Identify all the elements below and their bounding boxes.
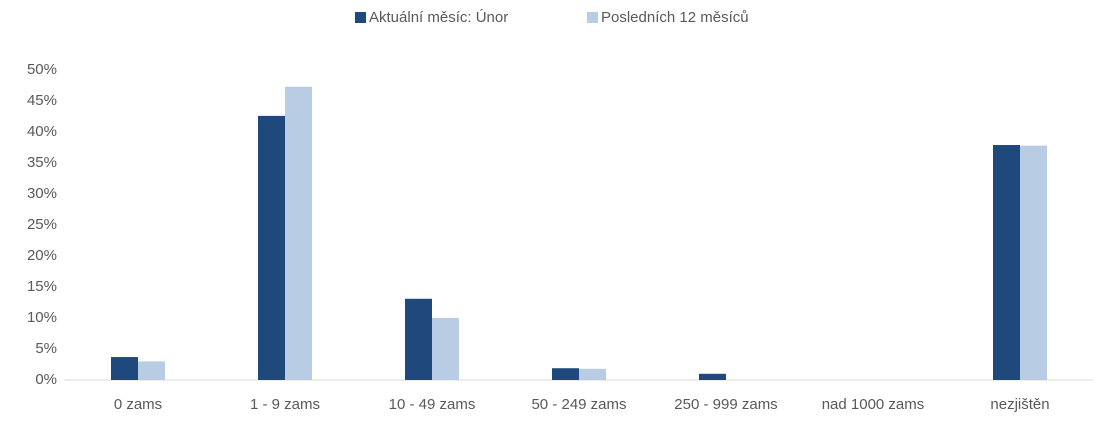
bar — [1020, 145, 1047, 380]
legend-label: Posledních 12 měsíců — [601, 9, 749, 26]
x-tick-label: nad 1000 zams — [822, 396, 925, 413]
legend-swatch — [355, 12, 366, 23]
y-tick-label: 20% — [27, 247, 57, 264]
x-tick-label: 10 - 49 zams — [389, 396, 476, 413]
bar — [405, 298, 432, 380]
x-tick-label: 50 - 249 zams — [531, 396, 626, 413]
bar — [699, 373, 726, 380]
x-tick-label: 0 zams — [114, 396, 162, 413]
y-tick-label: 45% — [27, 92, 57, 109]
x-tick-label: nezjištěn — [990, 396, 1049, 413]
y-tick-label: 35% — [27, 154, 57, 171]
y-tick-label: 40% — [27, 123, 57, 140]
y-tick-label: 25% — [27, 216, 57, 233]
bar — [993, 145, 1020, 380]
bar — [285, 86, 312, 381]
y-tick-label: 50% — [27, 61, 57, 78]
bar — [579, 368, 606, 380]
bar — [111, 357, 138, 380]
y-tick-label: 10% — [27, 309, 57, 326]
y-tick-label: 0% — [35, 371, 57, 388]
legend-label: Aktuální měsíc: Únor — [369, 9, 508, 26]
y-tick-label: 15% — [27, 278, 57, 295]
y-tick-label: 5% — [35, 340, 57, 357]
x-tick-label: 250 - 999 zams — [674, 396, 777, 413]
legend-swatch — [587, 12, 598, 23]
bar — [432, 318, 459, 380]
bar — [258, 115, 285, 380]
x-tick-label: 1 - 9 zams — [250, 396, 320, 413]
bar — [552, 368, 579, 380]
bar — [138, 361, 165, 380]
y-tick-label: 30% — [27, 185, 57, 202]
